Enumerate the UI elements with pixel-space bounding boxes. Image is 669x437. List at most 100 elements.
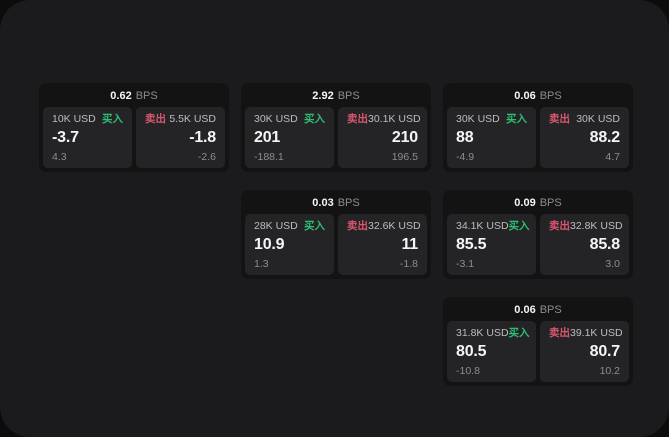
sell-tile-top: 卖出 30.1K USD <box>347 113 421 125</box>
buy-tile-top: 31.8K USD 买入 <box>456 327 530 339</box>
card-header: 0.06 BPS <box>443 297 633 321</box>
buy-amount: 30K USD <box>456 113 500 125</box>
buy-price: 88 <box>456 129 474 146</box>
sell-tile[interactable]: 卖出 32.6K USD 11 -1.8 <box>338 214 427 275</box>
quote-card: 0.62 BPS 10K USD 买入 -3.7 4.3 卖出 5.5K USD <box>39 83 229 172</box>
sell-side-label: 卖出 <box>549 327 570 339</box>
bps-unit-label: BPS <box>337 89 360 102</box>
buy-tile-top: 34.1K USD 买入 <box>456 220 530 232</box>
card-body: 34.1K USD 买入 85.5 -3.1 卖出 32.8K USD 85.8… <box>443 214 633 279</box>
sell-price: 88.2 <box>589 129 621 146</box>
sell-amount: 32.8K USD <box>570 220 623 232</box>
sell-side-label: 卖出 <box>549 220 570 232</box>
card-header: 2.92 BPS <box>241 83 431 107</box>
bps-value: 0.06 <box>514 89 536 102</box>
card-body: 10K USD 买入 -3.7 4.3 卖出 5.5K USD -1.8 -2.… <box>39 107 229 172</box>
sell-change: 3.0 <box>605 257 620 270</box>
buy-price: 10.9 <box>254 236 285 253</box>
bps-unit-label: BPS <box>337 196 360 209</box>
sell-side-label: 卖出 <box>347 113 368 125</box>
quote-card: 0.06 BPS 31.8K USD 买入 80.5 -10.8 卖出 39.1… <box>443 297 633 386</box>
sell-price: 85.8 <box>589 236 621 253</box>
bps-value: 2.92 <box>312 89 334 102</box>
sell-tile-top: 卖出 30K USD <box>549 114 620 125</box>
buy-price: -3.7 <box>52 129 79 146</box>
buy-change: 4.3 <box>52 150 67 163</box>
card-body: 30K USD 买入 201 -188.1 卖出 30.1K USD 210 1… <box>241 107 431 172</box>
buy-amount: 31.8K USD <box>456 327 509 339</box>
buy-amount: 28K USD <box>254 220 298 232</box>
buy-side-label: 买入 <box>508 327 530 339</box>
sell-tile[interactable]: 卖出 30.1K USD 210 196.5 <box>338 107 427 168</box>
buy-tile-top: 30K USD 买入 <box>254 114 325 125</box>
bps-unit-label: BPS <box>539 196 562 209</box>
sell-tile-top: 卖出 32.6K USD <box>347 220 421 232</box>
buy-price: 85.5 <box>456 236 487 253</box>
bps-value: 0.03 <box>312 196 334 209</box>
sell-change: 4.7 <box>605 150 620 163</box>
sell-tile-top: 卖出 32.8K USD <box>549 220 623 232</box>
sell-change: -1.8 <box>399 257 418 270</box>
bps-unit-label: BPS <box>539 303 562 316</box>
buy-change: -4.9 <box>456 150 475 163</box>
buy-tile[interactable]: 31.8K USD 买入 80.5 -10.8 <box>447 321 536 382</box>
card-header: 0.06 BPS <box>443 83 633 107</box>
sell-tile[interactable]: 卖出 30K USD 88.2 4.7 <box>540 107 629 168</box>
quote-card: 0.06 BPS 30K USD 买入 88 -4.9 卖出 30K USD <box>443 83 633 172</box>
bps-unit-label: BPS <box>135 89 158 102</box>
sell-side-label: 卖出 <box>145 113 166 125</box>
sell-price: 80.7 <box>589 343 621 360</box>
card-body: 30K USD 买入 88 -4.9 卖出 30K USD 88.2 4.7 <box>443 107 633 172</box>
bps-value: 0.62 <box>110 89 132 102</box>
bps-unit-label: BPS <box>539 89 562 102</box>
sell-change: 10.2 <box>599 364 620 377</box>
buy-tile[interactable]: 10K USD 买入 -3.7 4.3 <box>43 107 132 168</box>
buy-tile[interactable]: 34.1K USD 买入 85.5 -3.1 <box>447 214 536 275</box>
quotes-grid: 0.62 BPS 10K USD 买入 -3.7 4.3 卖出 5.5K USD <box>39 83 633 386</box>
card-body: 28K USD 买入 10.9 1.3 卖出 32.6K USD 11 -1.8 <box>241 214 431 279</box>
sell-amount: 5.5K USD <box>169 113 216 125</box>
buy-price: 80.5 <box>456 343 487 360</box>
buy-change: 1.3 <box>254 257 269 270</box>
sell-amount: 30K USD <box>576 113 620 125</box>
card-header: 0.03 BPS <box>241 190 431 214</box>
buy-tile-top: 30K USD 买入 <box>456 114 527 125</box>
buy-side-label: 买入 <box>102 113 123 125</box>
quote-card: 0.03 BPS 28K USD 买入 10.9 1.3 卖出 32.6K US… <box>241 190 431 279</box>
buy-change: -188.1 <box>254 150 284 163</box>
sell-price: -1.8 <box>189 129 216 146</box>
sell-tile[interactable]: 卖出 39.1K USD 80.7 10.2 <box>540 321 629 382</box>
sell-tile-top: 卖出 39.1K USD <box>549 327 623 339</box>
sell-tile[interactable]: 卖出 5.5K USD -1.8 -2.6 <box>136 107 225 168</box>
buy-change: -3.1 <box>456 257 475 270</box>
buy-tile-top: 10K USD 买入 <box>52 114 123 125</box>
buy-tile[interactable]: 28K USD 买入 10.9 1.3 <box>245 214 334 275</box>
quote-card: 2.92 BPS 30K USD 买入 201 -188.1 卖出 30.1K … <box>241 83 431 172</box>
buy-change: -10.8 <box>456 364 480 377</box>
buy-side-label: 买入 <box>304 113 325 125</box>
buy-amount: 30K USD <box>254 113 298 125</box>
sell-tile[interactable]: 卖出 32.8K USD 85.8 3.0 <box>540 214 629 275</box>
sell-price: 210 <box>391 129 418 146</box>
buy-amount: 10K USD <box>52 113 96 125</box>
buy-tile[interactable]: 30K USD 买入 88 -4.9 <box>447 107 536 168</box>
sell-side-label: 卖出 <box>347 220 368 232</box>
bps-value: 0.09 <box>514 196 536 209</box>
sell-amount: 32.6K USD <box>368 220 421 232</box>
buy-side-label: 买入 <box>508 220 530 232</box>
sell-tile-top: 卖出 5.5K USD <box>145 114 216 125</box>
buy-amount: 34.1K USD <box>456 220 509 232</box>
sell-amount: 39.1K USD <box>570 327 623 339</box>
bps-value: 0.06 <box>514 303 536 316</box>
sell-change: -2.6 <box>197 150 216 163</box>
quote-card: 0.09 BPS 34.1K USD 买入 85.5 -3.1 卖出 32.8K… <box>443 190 633 279</box>
buy-side-label: 买入 <box>506 113 527 125</box>
sell-change: 196.5 <box>391 150 418 163</box>
card-header: 0.09 BPS <box>443 190 633 214</box>
buy-tile[interactable]: 30K USD 买入 201 -188.1 <box>245 107 334 168</box>
sell-amount: 30.1K USD <box>368 113 421 125</box>
sell-price: 11 <box>401 236 418 253</box>
buy-tile-top: 28K USD 买入 <box>254 221 325 232</box>
card-body: 31.8K USD 买入 80.5 -10.8 卖出 39.1K USD 80.… <box>443 321 633 386</box>
